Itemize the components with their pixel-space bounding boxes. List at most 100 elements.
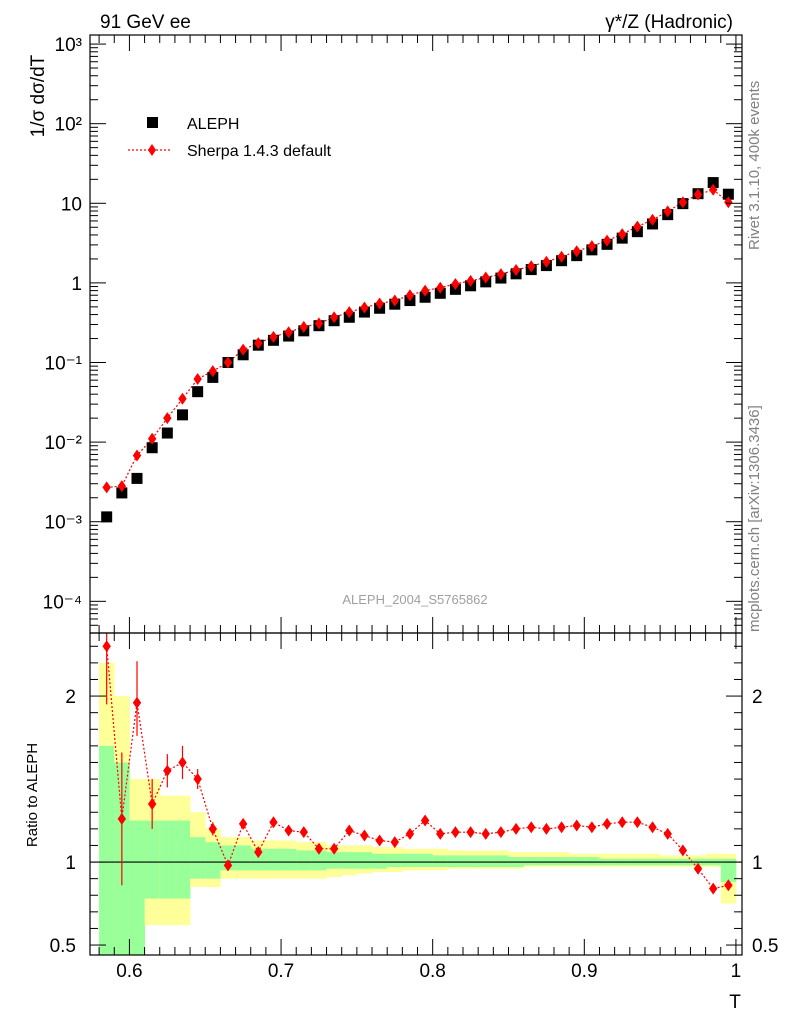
ratio-ytick-label-right: 1 (752, 853, 763, 874)
sherpa-data-point (511, 264, 521, 277)
ratio-band-inner (250, 848, 267, 871)
sherpa-ratio-point (147, 797, 157, 810)
sherpa-data-point (254, 337, 263, 350)
sherpa-data-point (708, 183, 718, 196)
x-tick-label: 0.9 (571, 961, 597, 982)
sherpa-ratio-point (663, 827, 672, 840)
sherpa-data-point (663, 205, 672, 218)
sherpa-ratio-point (254, 846, 263, 859)
sherpa-ratio-point (193, 773, 202, 786)
ratio-band-inner (523, 857, 540, 866)
sherpa-ratio-point (117, 812, 127, 825)
main-ytick-label: 1 (71, 274, 82, 295)
main-ytick-label: 10⁻¹ (45, 353, 83, 374)
ratio-band-inner (281, 848, 297, 871)
sherpa-data-point (542, 255, 551, 268)
ratio-band-inner (356, 852, 373, 869)
ratio-panel-frame (89, 632, 743, 956)
header-left: 91 GeV ee (100, 12, 191, 33)
sherpa-ratio-point (360, 829, 369, 842)
sherpa-ratio-point (238, 817, 248, 830)
ratio-band-inner (341, 852, 358, 869)
sherpa-ratio-point (299, 826, 308, 839)
aleph-data-point (161, 427, 173, 439)
sherpa-data-point (693, 188, 703, 201)
main-ylabel: 1/σ dσ/dT (28, 54, 49, 137)
main-ytick-label: 10⁻³ (45, 513, 83, 534)
sherpa-ratio-point (102, 640, 111, 653)
x-tick-label: 1 (731, 961, 742, 982)
sherpa-ratio-point (345, 824, 354, 837)
sherpa-ratio-point (223, 859, 233, 872)
sherpa-data-point (269, 330, 278, 343)
ratio-band-inner (584, 857, 600, 866)
sherpa-ratio-point (451, 826, 460, 839)
aleph-data-point (192, 386, 204, 398)
sherpa-data-point (375, 297, 384, 310)
sherpa-data-point (618, 228, 627, 241)
ratio-band-inner (569, 857, 585, 866)
sherpa-data-point (284, 326, 293, 339)
sherpa-data-point (178, 392, 187, 405)
ratio-ytick-label-left: 1 (65, 853, 76, 874)
sherpa-ratio-point (693, 862, 703, 875)
ratio-band-inner (190, 837, 206, 879)
sherpa-ratio-point (163, 764, 172, 777)
sherpa-ratio-point (466, 826, 475, 839)
sherpa-ratio-point (496, 826, 506, 839)
sherpa-data-point (633, 220, 642, 233)
analysis-watermark: ALEPH_2004_S5765862 (342, 592, 487, 607)
sherpa-ratio-point (420, 814, 430, 827)
sherpa-ratio-point (284, 824, 293, 837)
sherpa-ratio-point (708, 882, 718, 895)
ratio-ylabel: Ratio to ALEPH (24, 743, 41, 847)
sherpa-ratio-point (557, 821, 566, 834)
sherpa-ratio-point (436, 827, 445, 840)
sherpa-ratio-point (572, 819, 581, 832)
sherpa-data-point (117, 480, 127, 493)
ratio-band-inner (478, 855, 494, 868)
aleph-data-point (419, 291, 431, 303)
aleph-data-point (116, 487, 128, 499)
legend-aleph-label: ALEPH (187, 116, 239, 133)
ratio-band-inner (296, 850, 312, 871)
ratio-band-inner (220, 845, 236, 871)
sherpa-ratio-point (132, 696, 142, 709)
sherpa-data-point (451, 277, 460, 290)
sherpa-data-point (587, 240, 597, 253)
ratio-band-inner (159, 820, 176, 899)
ratio-band-inner (493, 855, 509, 868)
legend-aleph-marker (147, 117, 158, 128)
sherpa-ratio-point (527, 821, 536, 834)
ratio-ytick-label-right: 2 (752, 687, 763, 708)
main-ytick-label: 10³ (55, 35, 82, 56)
sherpa-ratio-point (314, 842, 324, 855)
ratio-band-inner (417, 853, 434, 868)
main-ytick-label: 10² (55, 115, 82, 136)
sherpa-ratio-point (178, 756, 187, 769)
main-ytick-label: 10 (61, 194, 82, 215)
ratio-band-inner (387, 853, 403, 868)
ratio-band-inner (720, 858, 737, 882)
x-tick-label: 0.8 (419, 961, 445, 982)
sherpa-data-point (390, 294, 399, 307)
ratio-band-inner (129, 820, 145, 955)
aleph-data-point (722, 188, 734, 200)
x-axis-label: T (729, 992, 741, 1013)
aleph-data-point (207, 371, 219, 383)
ratio-ytick-label-left: 0.5 (50, 936, 76, 957)
ratio-band-inner (205, 842, 221, 879)
sherpa-data-point (436, 281, 445, 294)
mcplots-source-label: mcplots.cern.ch [arXiv:1306.3436] (746, 405, 763, 632)
ratio-band-inner (311, 850, 327, 871)
ratio-band-inner (144, 820, 161, 899)
sherpa-ratio-point (542, 822, 551, 835)
sherpa-data-point (329, 311, 339, 324)
ratio-band-inner (447, 855, 464, 868)
sherpa-ratio-point (602, 817, 612, 830)
sherpa-data-point (147, 432, 157, 445)
ratio-band-inner (265, 848, 282, 871)
ratio-band-inner (326, 852, 343, 869)
aleph-data-point (131, 472, 143, 484)
